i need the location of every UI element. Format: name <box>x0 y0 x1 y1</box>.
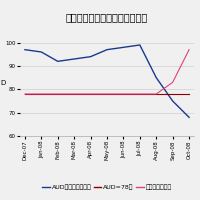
Legend: AUDスポットレート, AUD=78円, デリバティブの: AUDスポットレート, AUD=78円, デリバティブの <box>40 182 174 192</box>
Title: サイゼリヤのデリバティブ取引: サイゼリヤのデリバティブ取引 <box>66 12 148 22</box>
Y-axis label: D: D <box>0 80 5 86</box>
